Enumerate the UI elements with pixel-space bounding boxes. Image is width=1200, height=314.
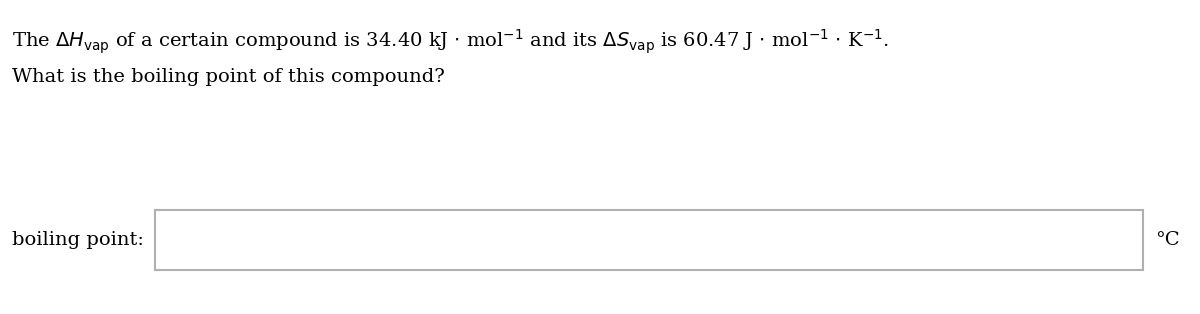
Bar xyxy=(155,210,1142,270)
Text: °C: °C xyxy=(1154,231,1180,249)
Text: boiling point:: boiling point: xyxy=(12,231,144,249)
Text: The $\Delta H_{\mathrm{vap}}$ of a certain compound is 34.40 kJ $\cdot$ mol$^{-1: The $\Delta H_{\mathrm{vap}}$ of a certa… xyxy=(12,28,889,57)
Text: What is the boiling point of this compound?: What is the boiling point of this compou… xyxy=(12,68,445,86)
